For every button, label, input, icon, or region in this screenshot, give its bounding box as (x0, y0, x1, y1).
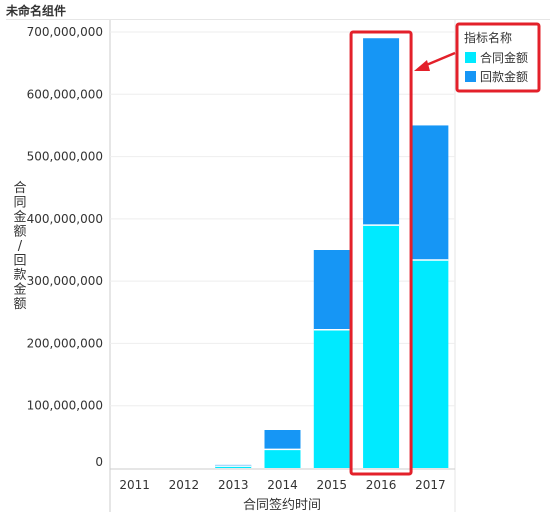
y-tick-label: 0 (95, 455, 103, 469)
legend-title: 指标名称 (464, 30, 512, 45)
y-tick-label: 600,000,000 (27, 87, 103, 101)
widget-divider (6, 19, 550, 20)
legend: 指标名称 合同金额 回款金额 (464, 30, 528, 84)
y-tick-labels: 0 100,000,000 200,000,000 300,000,000 400,00… (27, 25, 103, 469)
y-tick-label: 100,000,000 (27, 399, 103, 413)
highlight-box-legend (455, 22, 541, 93)
legend-label-contract[interactable]: 合同金额 (480, 50, 528, 65)
x-tick-label: 2013 (218, 478, 249, 492)
bar-contract-2015[interactable] (313, 329, 350, 468)
bar-contract-2014[interactable] (264, 449, 301, 468)
bar-payment-2016[interactable] (363, 38, 400, 226)
y-tick-label: 300,000,000 (27, 274, 103, 288)
x-tick-label: 2014 (267, 478, 298, 492)
y-tick-label: 500,000,000 (27, 150, 103, 164)
highlight-box-2016 (349, 30, 413, 476)
y-tick-label: 400,000,000 (27, 212, 103, 226)
bar-payment-2017[interactable] (412, 125, 449, 260)
bar-contract-2017[interactable] (412, 259, 449, 468)
x-tick-label: 2012 (169, 478, 200, 492)
x-axis-title: 合同签约时间 (243, 497, 321, 513)
arrow-line (423, 51, 456, 68)
y-tick-label: 200,000,000 (27, 336, 103, 350)
x-tick-label: 2015 (317, 478, 348, 492)
highlight-annotations (349, 22, 541, 476)
widget-title: 未命名组件 (6, 4, 67, 18)
legend-label-payment[interactable]: 回款金额 (480, 69, 528, 84)
bar-payment-2015[interactable] (313, 250, 350, 330)
y-tick-label: 700,000,000 (27, 25, 103, 39)
y-axis-title: 合同金额/回款金额 (13, 181, 26, 312)
bar-payment-2014[interactable] (264, 430, 301, 450)
x-tick-labels: 2011 2012 2013 2014 2015 2016 2017 (119, 478, 445, 492)
bars (215, 38, 449, 468)
bar-contract-2013[interactable] (215, 466, 252, 468)
bar-contract-2016[interactable] (363, 225, 400, 468)
arrow-head (414, 60, 430, 71)
x-tick-label: 2011 (119, 478, 150, 492)
legend-swatch-contract (465, 52, 476, 63)
x-tick-label: 2016 (366, 478, 397, 492)
x-tick-label: 2017 (415, 478, 446, 492)
legend-swatch-payment (465, 71, 476, 82)
